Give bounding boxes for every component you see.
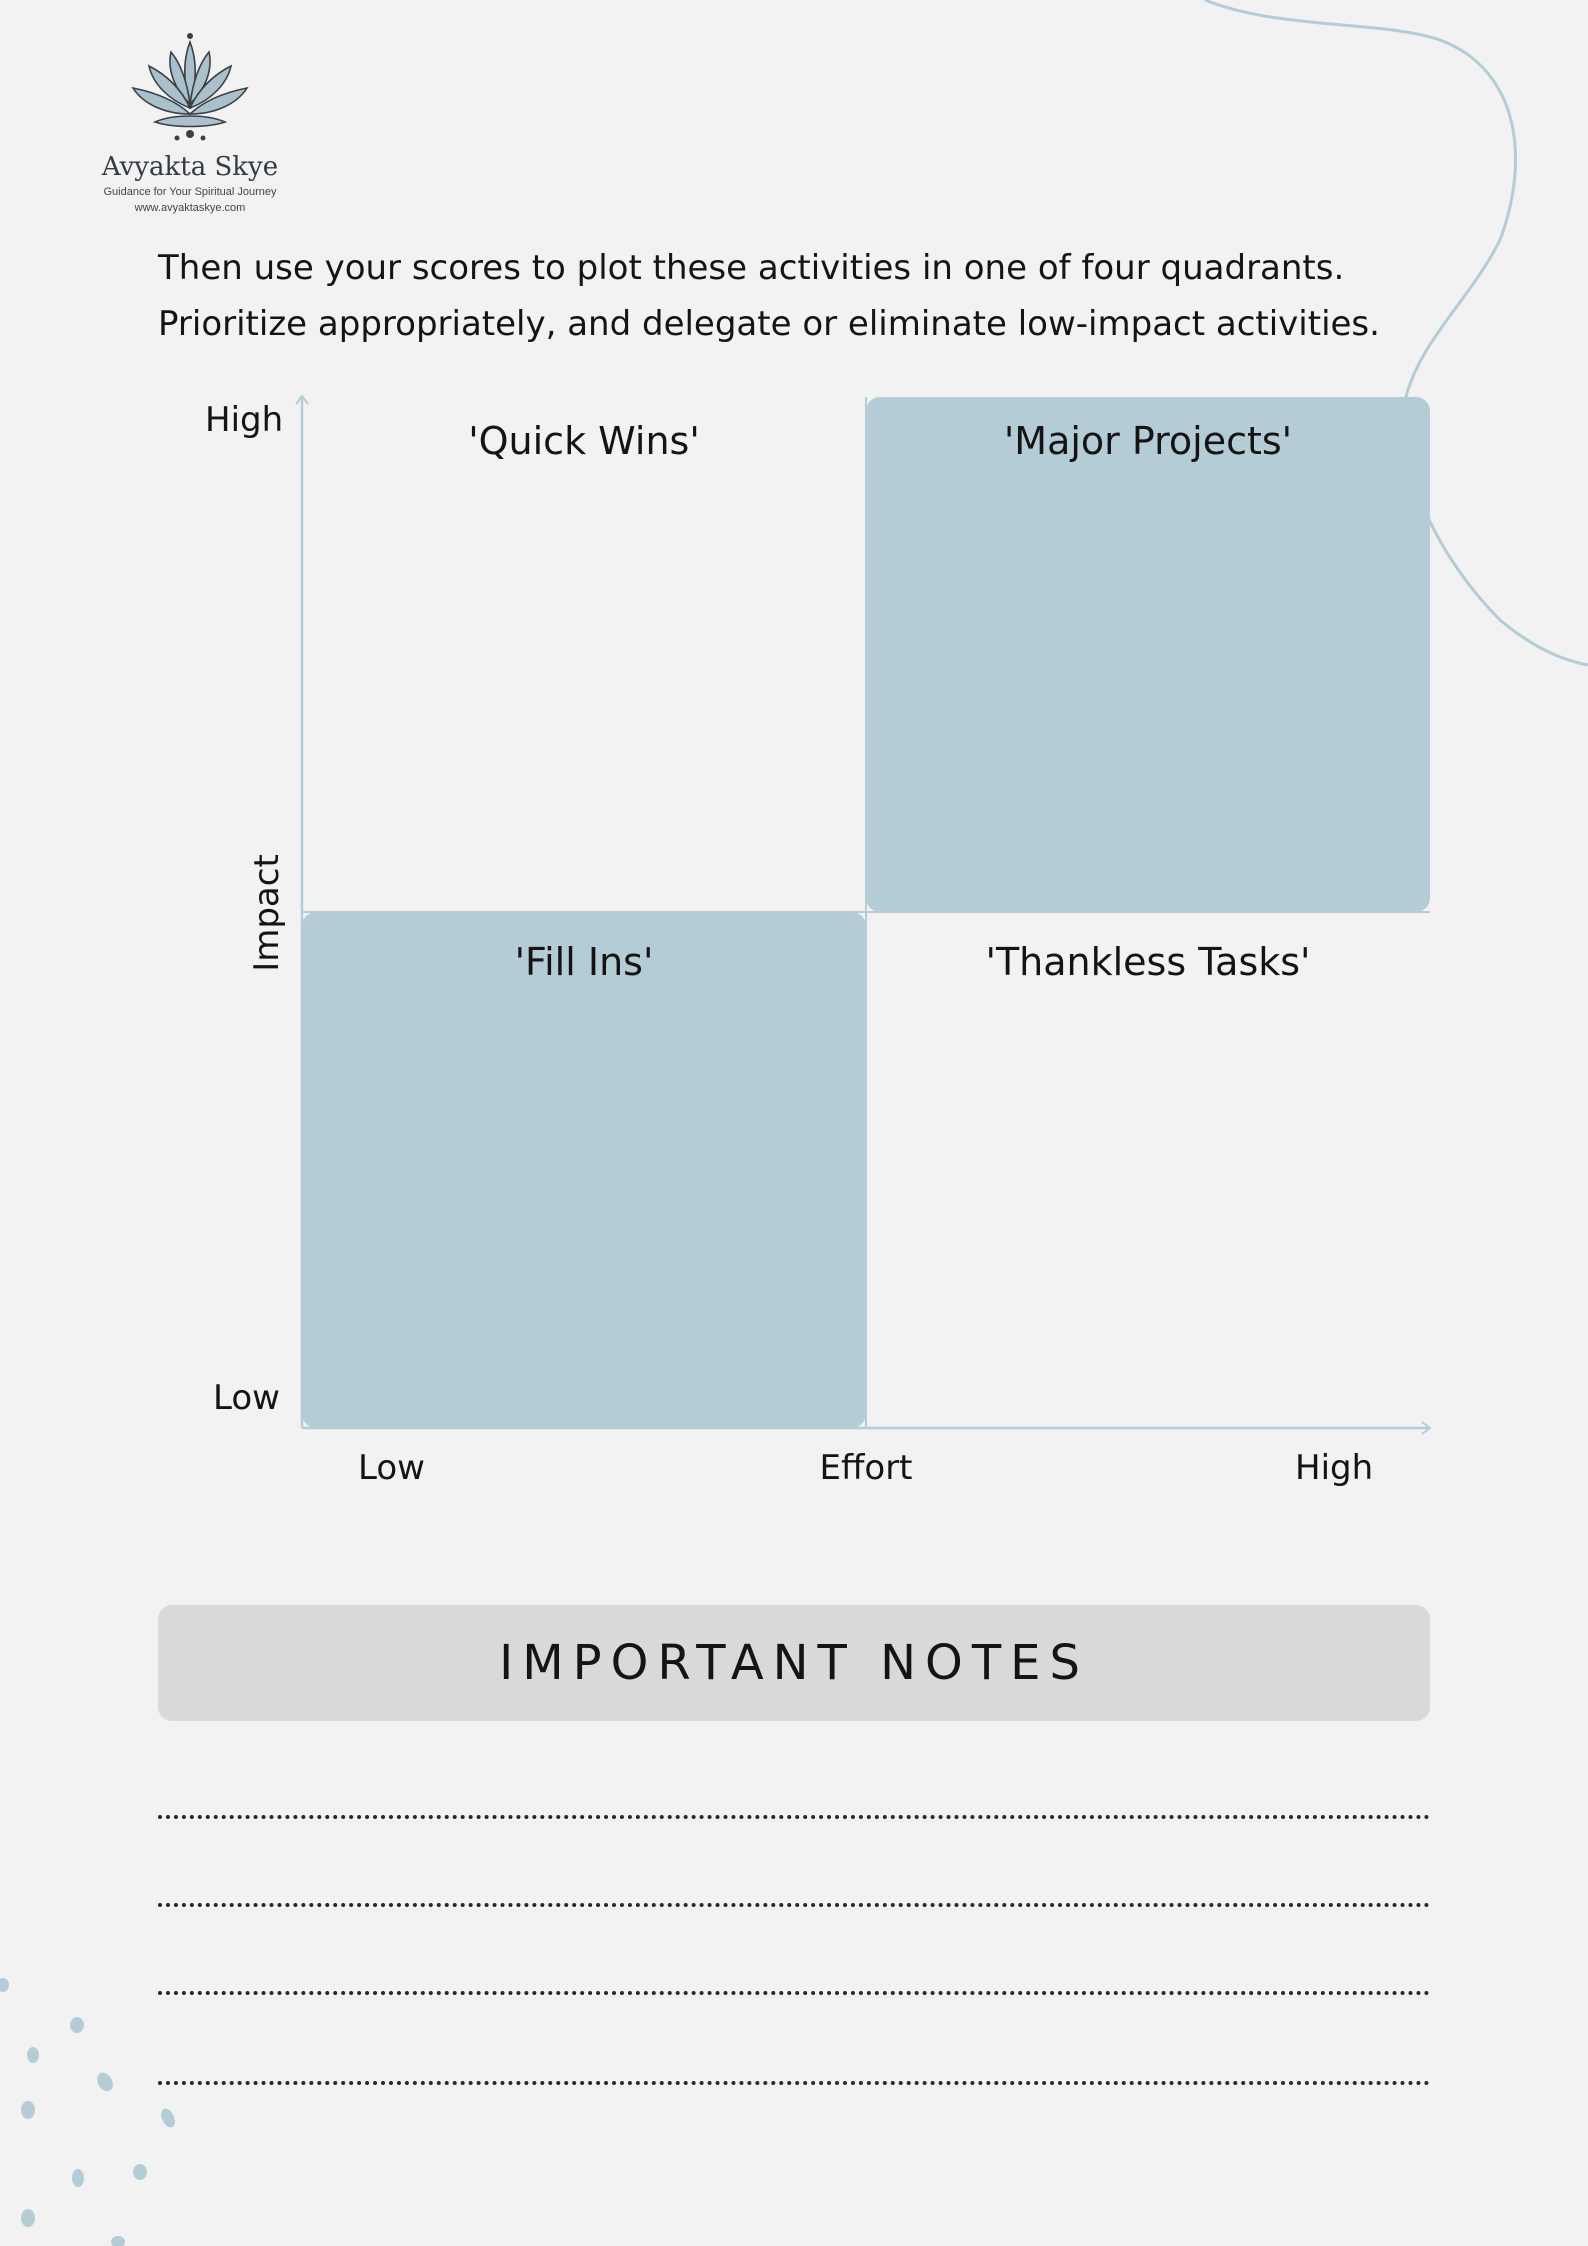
important-notes-title: IMPORTANT NOTES — [499, 1635, 1089, 1691]
quadrant-thankless-tasks: 'Thankless Tasks' — [866, 912, 1430, 1428]
quadrant-title: 'Fill Ins' — [514, 940, 654, 984]
x-axis-high-label: High — [1295, 1448, 1374, 1488]
lotus-mandala-icon — [131, 33, 249, 141]
brand-logo: Avyakta Skye Guidance for Your Spiritual… — [90, 30, 290, 214]
quadrant-fill-ins: 'Fill Ins' — [302, 912, 866, 1428]
quadrant-title: 'Quick Wins' — [468, 419, 700, 463]
notes-line-4[interactable] — [158, 2081, 1430, 2085]
brand-tagline: Guidance for Your Spiritual Journey — [103, 186, 277, 198]
y-axis-title: Impact — [247, 854, 287, 972]
x-axis-arrow — [1421, 1421, 1432, 1435]
intro-line-1: Then use your scores to plot these activ… — [158, 248, 1345, 288]
quadrant-title: 'Major Projects' — [1003, 419, 1293, 463]
intro-line-2: Prioritize appropriately, and delegate o… — [158, 304, 1380, 344]
quadrant-quick-wins: 'Quick Wins' — [302, 397, 866, 912]
y-axis-arrow — [295, 394, 309, 405]
brand-name: Avyakta Skye — [101, 152, 279, 182]
x-axis-title: Effort — [819, 1448, 913, 1488]
decorative-curve — [1204, 0, 1588, 667]
y-axis-low-label: Low — [213, 1378, 280, 1418]
decorative-dots — [0, 1978, 175, 2246]
notes-line-2[interactable] — [158, 1903, 1430, 1907]
x-axis-low-label: Low — [358, 1448, 425, 1488]
important-notes-banner: IMPORTANT NOTES — [158, 1605, 1430, 1721]
notes-line-1[interactable] — [158, 1815, 1430, 1819]
y-axis-high-label: High — [205, 400, 284, 440]
effort-impact-matrix: 'Quick Wins' 'Major Projects' 'Fill Ins'… — [205, 394, 1432, 1488]
intro-text: Then use your scores to plot these activ… — [158, 240, 1458, 352]
matrix-axes — [295, 394, 1432, 1435]
brand-url: www.avyaktaskye.com — [134, 202, 246, 214]
notes-line-3[interactable] — [158, 1991, 1430, 1995]
quadrant-title: 'Thankless Tasks' — [985, 940, 1311, 984]
quadrant-major-projects: 'Major Projects' — [866, 397, 1430, 912]
